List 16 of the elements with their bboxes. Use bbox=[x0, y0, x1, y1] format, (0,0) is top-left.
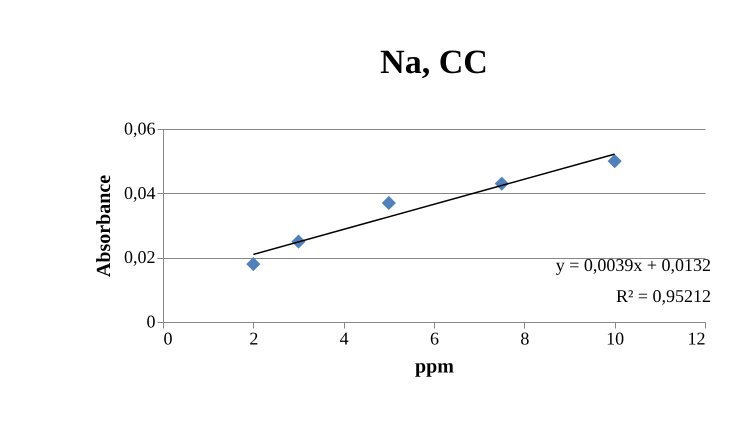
x-tick-label: 6 bbox=[430, 328, 439, 348]
y-axis-title: Absorbance bbox=[93, 174, 115, 278]
annotation: R² = 0,95212 bbox=[616, 286, 711, 306]
x-axis-title: ppm bbox=[415, 356, 454, 378]
x-tick-label: 0 bbox=[164, 328, 172, 348]
y-tick-label: 0 bbox=[146, 312, 156, 332]
chart-title: Na, CC bbox=[380, 44, 488, 81]
x-tick-label: 12 bbox=[688, 328, 706, 348]
y-tick-label: 0,02 bbox=[124, 247, 156, 268]
x-tick-label: 8 bbox=[520, 328, 530, 348]
y-tick-label: 0,04 bbox=[124, 182, 156, 203]
x-tick-label: 2 bbox=[249, 328, 258, 348]
y-tick-label: 0,06 bbox=[124, 118, 156, 138]
annotation: y = 0,0039x + 0,0132 bbox=[556, 255, 711, 275]
x-tick-label: 10 bbox=[606, 328, 624, 348]
x-tick-label: 4 bbox=[340, 328, 349, 348]
